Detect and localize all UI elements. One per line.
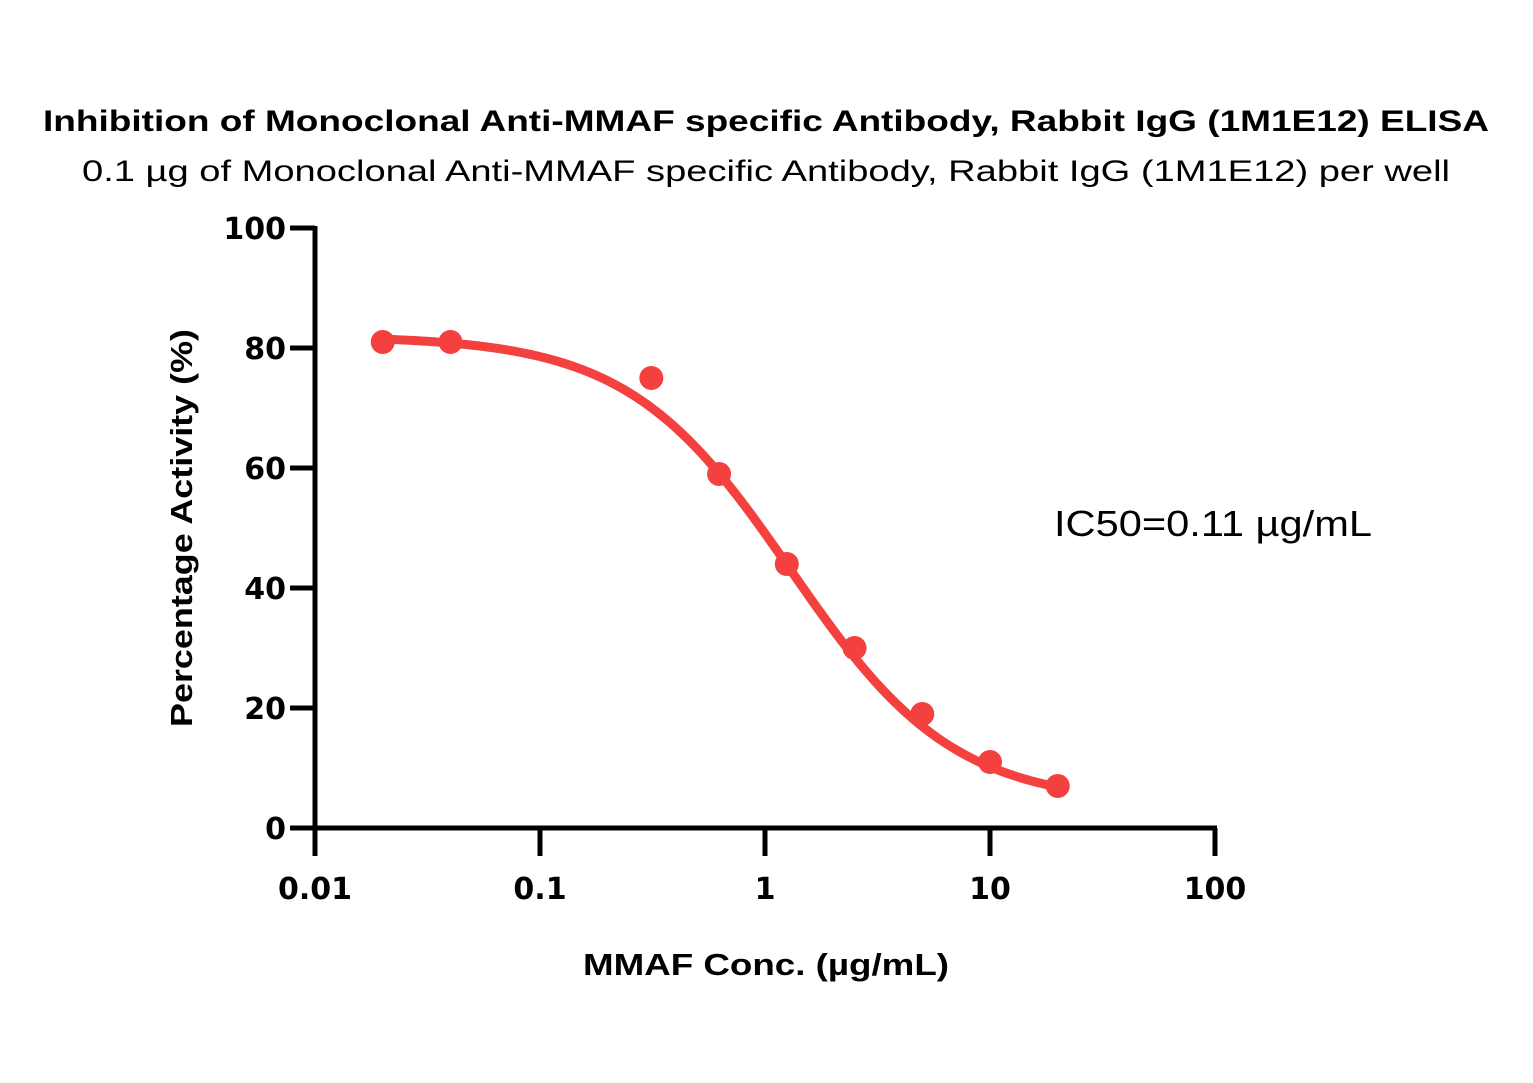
- y-axis-title: Percentage Activity (%): [164, 329, 199, 727]
- x-axis-title: MMAF Conc. (µg/mL): [583, 947, 949, 982]
- y-tick-label: 20: [244, 692, 286, 727]
- x-axis: 0.01 0.1 1 10 100: [278, 825, 1247, 907]
- y-axis: 0 20 40 60 80 100: [223, 212, 318, 856]
- x-tick-label: 1: [755, 872, 776, 907]
- data-point: [370, 330, 395, 354]
- y-tick-label: 0: [265, 812, 286, 847]
- data-point: [978, 750, 1002, 774]
- data-point: [438, 330, 463, 354]
- y-tick-label: 100: [223, 212, 286, 247]
- data-points-layer: [370, 330, 1070, 798]
- data-point: [1045, 774, 1070, 798]
- x-tick-label: 0.1: [513, 872, 566, 907]
- y-tick-label: 80: [244, 332, 286, 367]
- x-tick-label: 10: [969, 872, 1011, 907]
- data-point: [774, 552, 799, 576]
- fit-curve: [378, 334, 1063, 792]
- ic50-annotation: IC50=0.11 µg/mL: [1054, 503, 1372, 544]
- data-point: [842, 636, 867, 660]
- data-point: [639, 366, 664, 390]
- chart-title: Inhibition of Monoclonal Anti-MMAF speci…: [43, 105, 1489, 138]
- x-tick-label: 0.01: [278, 872, 352, 907]
- x-tick-label: 100: [1184, 872, 1247, 907]
- fit-curve-layer: [378, 334, 1063, 792]
- chart-subtitle: 0.1 µg of Monoclonal Anti-MMAF specific …: [82, 155, 1450, 188]
- y-tick-label: 40: [244, 572, 286, 607]
- data-point: [707, 462, 732, 486]
- y-tick-label: 60: [244, 452, 286, 487]
- data-point: [910, 702, 935, 726]
